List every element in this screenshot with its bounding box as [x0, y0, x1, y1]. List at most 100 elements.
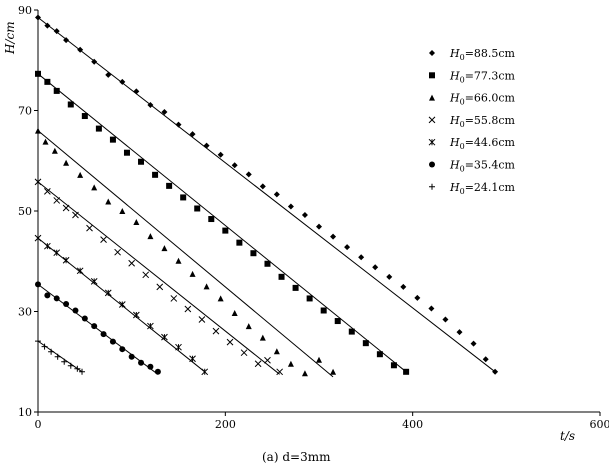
data-point: [105, 71, 112, 78]
data-point: [372, 264, 379, 271]
x-tick-label: 200: [215, 418, 236, 431]
data-point: [147, 233, 154, 240]
data-point: [77, 171, 84, 178]
x-tick-label: 400: [402, 418, 423, 431]
data-point: [231, 310, 238, 317]
series-2-points: [35, 127, 337, 377]
data-point: [189, 355, 196, 363]
data-point: [72, 307, 79, 314]
legend-label: H0=77.3cm: [449, 69, 516, 84]
data-point: [222, 227, 229, 234]
legend-marker-x: [428, 116, 436, 124]
data-point: [344, 244, 351, 251]
data-point: [48, 348, 55, 355]
data-point: [348, 328, 355, 335]
data-point: [217, 151, 224, 158]
data-point: [273, 191, 280, 198]
data-point: [53, 249, 61, 257]
data-point: [74, 365, 81, 372]
data-point: [109, 136, 116, 143]
data-point: [95, 125, 102, 132]
data-point: [456, 329, 463, 336]
data-point: [482, 356, 489, 363]
data-point: [194, 205, 201, 212]
data-point: [76, 267, 84, 275]
data-point: [62, 204, 70, 212]
data-point: [90, 277, 98, 285]
data-point: [330, 233, 337, 240]
series-6-points: [35, 338, 86, 375]
data-point: [44, 292, 51, 299]
legend-marker-square: [429, 72, 435, 79]
fit-line-series-0: [37, 17, 496, 373]
data-point: [403, 368, 410, 375]
data-point: [198, 316, 206, 323]
series-3-points: [34, 178, 284, 376]
data-point: [91, 58, 98, 65]
data-point: [132, 311, 140, 319]
data-point: [161, 245, 168, 252]
data-point: [81, 113, 88, 120]
data-point: [123, 149, 130, 156]
data-point: [53, 295, 60, 302]
data-point: [470, 340, 477, 347]
legend-label: H0=24.1cm: [449, 181, 516, 196]
data-point: [119, 78, 126, 85]
data-point: [316, 223, 322, 230]
data-point: [250, 250, 257, 257]
legend-label: H0=55.8cm: [449, 114, 516, 129]
x-tick-label: 600: [590, 418, 609, 431]
data-point: [212, 327, 220, 335]
legend-label: H0=44.6cm: [449, 136, 516, 151]
fit-line-series-3: [37, 181, 280, 375]
data-point: [175, 121, 182, 128]
data-point: [217, 295, 224, 302]
data-point: [245, 171, 252, 178]
data-point: [67, 362, 74, 369]
data-point: [386, 273, 393, 280]
data-point: [287, 360, 294, 367]
data-point: [287, 203, 294, 210]
data-point: [189, 131, 196, 138]
data-point: [278, 273, 285, 280]
data-point: [138, 359, 145, 366]
data-point: [104, 289, 112, 297]
data-point: [44, 78, 51, 85]
data-point: [236, 239, 243, 246]
data-point: [63, 159, 70, 166]
data-point: [161, 333, 168, 341]
data-point: [119, 346, 126, 353]
data-point: [156, 283, 164, 291]
data-point: [316, 356, 322, 363]
data-point: [105, 198, 112, 205]
data-point: [189, 270, 196, 277]
data-point: [175, 343, 182, 351]
data-point: [492, 368, 499, 375]
y-tick-label: 30: [18, 306, 32, 319]
data-point: [51, 147, 58, 154]
data-point: [147, 363, 154, 370]
data-point: [44, 242, 51, 250]
series-5-points: [35, 281, 161, 375]
data-point: [400, 283, 407, 290]
data-point: [133, 219, 140, 226]
data-point: [152, 171, 159, 178]
y-tick-label: 50: [18, 205, 32, 218]
data-point: [254, 360, 262, 368]
data-point: [128, 353, 135, 360]
data-point: [276, 368, 284, 376]
y-axis-label: H/cm: [3, 21, 17, 55]
data-point: [53, 197, 61, 204]
legend-marker-triangle: [429, 94, 435, 101]
data-point: [184, 305, 192, 313]
data-point: [201, 368, 209, 376]
data-point: [264, 356, 271, 364]
data-point: [133, 88, 140, 95]
data-point: [334, 318, 341, 325]
data-point: [301, 370, 308, 377]
data-point: [264, 260, 271, 267]
data-point: [240, 349, 248, 357]
data-point: [53, 28, 60, 35]
series-0-points: [35, 14, 499, 375]
